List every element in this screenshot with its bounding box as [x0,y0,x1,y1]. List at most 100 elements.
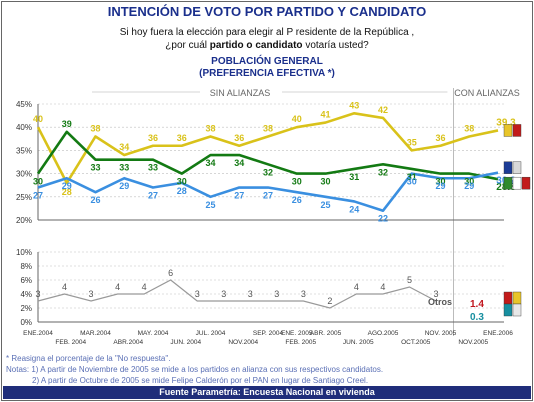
data-label-blue: 25 [205,200,215,210]
low-y-tick: 0% [20,318,32,327]
main-y-tick: 30% [16,170,32,179]
data-label-green: 30 [292,177,302,187]
data-label-yellow: 41 [320,110,330,120]
footnote-2: Notas: 1) A partir de Noviembre de 2005 … [6,365,384,374]
data-label-blue: 26 [90,195,100,205]
x-label-bottom: JUN. 2004 [170,339,201,346]
series-line-others [37,279,437,309]
data-label-green: 33 [119,163,129,173]
low-y-tick: 10% [16,248,32,257]
minor-logo-2-part [512,303,522,317]
data-label-blue: 28 [177,186,187,196]
main-axes: 20% 25% 30% 35% 40% 45% [16,100,504,225]
data-label-green: 30 [464,177,474,187]
data-label-yellow: 36 [177,133,187,143]
data-label-blue: 27 [33,191,43,201]
data-label-others: 3 [195,289,200,299]
subtitle-effective: (PREFERENCIA EFECTIVA *) [199,68,335,79]
data-label-green: 31 [349,172,359,182]
main-y-tick: 40% [16,123,32,132]
data-label-others: 3 [248,289,253,299]
series-lines [36,111,499,309]
source-bar: Fuente Parametría: Encuesta Nacional en … [3,386,531,399]
x-label-bottom: NOV.2005 [458,339,488,346]
data-label-others: 3 [301,289,306,299]
data-label-others: 4 [115,282,120,292]
data-label-others: 3 [433,289,438,299]
main-y-tick: 25% [16,193,32,202]
data-label-yellow: 40 [33,114,43,124]
pri-logo [503,176,531,190]
data-label-others: 6 [168,268,173,278]
data-label-yellow: 35 [407,137,417,147]
x-label-bottom: ABR.2004 [113,339,143,346]
data-label-blue: 25 [320,200,330,210]
data-label-yellow: 38 [464,123,474,133]
footnote-3: 2) A partir de Octubre de 2005 se mide F… [32,376,369,385]
data-label-others: 4 [62,282,67,292]
x-label-top: JUL. 2004 [196,330,226,337]
main-y-tick: 35% [16,146,32,155]
data-label-yellow: 36 [234,133,244,143]
data-label-blue: 27 [234,191,244,201]
data-label-yellow: 42 [378,105,388,115]
data-label-others: 4 [380,282,385,292]
data-label-yellow: 38 [90,123,100,133]
data-label-yellow: 39.3 [496,117,516,128]
x-label-top: ABR. 2005 [310,330,342,337]
data-label-yellow: 40 [292,114,302,124]
end-value-red: 1.4 [470,299,484,310]
x-label-bottom: NOV.2004 [228,339,258,346]
x-axis-labels: ENE.2004 MAR.2004 MAY. 2004 JUL. 2004 SEP. 2… [23,330,513,346]
end-value-teal: 0.3 [470,312,484,323]
low-y-tick: 4% [20,290,32,299]
data-label-others: 4 [142,282,147,292]
series-line-yellow [36,111,499,185]
data-label-green: 31 [407,172,417,182]
data-label-blue: 24 [349,204,359,214]
section-right-label: CON ALIANZAS [454,88,520,98]
question-line-1: Si hoy fuera la elección para elegir al … [119,27,415,38]
minor-logo-1-part [512,291,522,305]
pri-logo-part [503,176,513,190]
x-label-top: AGO.2005 [368,330,399,337]
minor-logo-1-part [503,291,513,305]
x-label-top: ENE.2006 [483,330,513,337]
data-label-green: 39 [62,119,72,129]
section-left-label: SIN ALIANZAS [210,88,271,98]
series-line-green [36,130,499,181]
data-label-yellow: 38 [205,123,215,133]
data-label-yellow: 34 [119,142,129,152]
question-post: votaría usted? [305,40,369,51]
subtitle-population: POBLACIÓN GENERAL [211,56,323,67]
data-label-blue: 22 [378,214,388,224]
data-label-green: 33 [90,163,100,173]
series-line-blue [37,171,499,213]
data-label-green: 30 [33,177,43,187]
pan-logo-part [512,161,522,174]
minor-logo-2 [503,303,522,317]
chart-title: INTENCIÓN DE VOTO POR PARTIDO Y CANDIDAT… [107,4,427,19]
data-label-blue: 26 [292,195,302,205]
data-label-green: 34 [234,158,244,168]
minor-logo-1 [503,291,522,305]
x-label-top: SEP. 2004 [253,330,284,337]
main-y-tick: 45% [16,100,32,109]
x-label-top: ENE. 2005 [281,330,313,337]
data-label-blue: 30 [407,177,417,187]
question-pre: ¿por cuál [165,40,207,51]
data-label-yellow: 36 [148,133,158,143]
data-label-yellow: 28 [62,187,72,197]
x-label-bottom: FEB. 2004 [55,339,86,346]
data-label-others: 4 [354,282,359,292]
data-label-green: 32 [378,167,388,177]
main-y-tick: 20% [16,216,32,225]
x-label-top: NOV. 2005 [425,330,457,337]
x-label-bottom: OCT.2005 [401,339,431,346]
data-label-others: 3 [274,289,279,299]
data-label-others: 2 [327,296,332,306]
data-label-blue: 27 [148,191,158,201]
low-y-tick: 8% [20,262,32,271]
